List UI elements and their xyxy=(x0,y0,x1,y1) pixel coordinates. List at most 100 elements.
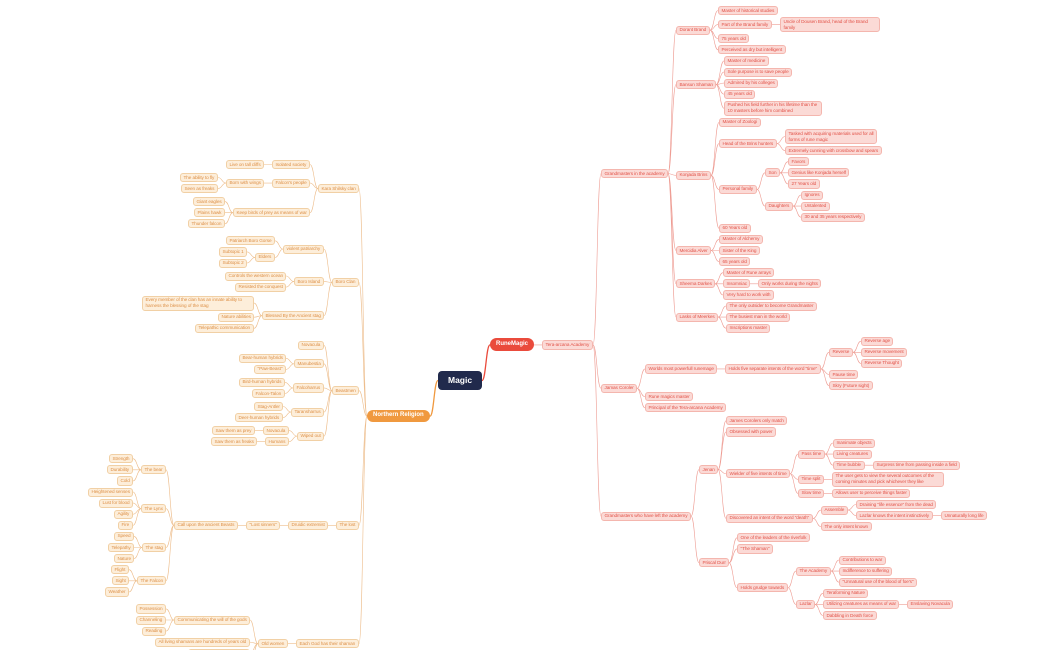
node-master-of-medicine[interactable]: Master of medicine xyxy=(724,56,769,66)
node-patriarch-boro-gorse[interactable]: Patriarch Boro Gorse xyxy=(226,236,276,246)
node-reverse-movement[interactable]: Reverse movement xyxy=(861,347,908,357)
node-telepathic-communication[interactable]: Telepathic communication xyxy=(195,323,254,333)
node-untalented[interactable]: Untalented xyxy=(801,201,830,211)
node-humans[interactable]: Humans xyxy=(265,437,289,447)
node-insomniac[interactable]: Insomniac xyxy=(723,279,751,289)
node-old-women[interactable]: Old women xyxy=(258,639,288,649)
node-possession[interactable]: Possession xyxy=(136,604,166,614)
node-30-and-35-years-respectively[interactable]: 30 and 35 years respectively xyxy=(801,212,865,222)
node-admired-by-his-colleges[interactable]: Admired by his colleges xyxy=(724,78,779,88)
node-stag-antler[interactable]: Stag-Antler xyxy=(254,402,284,412)
node-keep-birds-of-prey-as-means-of-war[interactable]: Keep birds of prey as means of war xyxy=(233,208,311,218)
node-unnaturally-long-life[interactable]: Unnaturally long life xyxy=(941,511,988,521)
node-the-stag[interactable]: The stag xyxy=(142,543,167,553)
node-holds-grudge-towards[interactable]: Holds grudge towards xyxy=(737,583,788,593)
node-indifference-to-suffering[interactable]: Indifference to suffering xyxy=(839,566,893,576)
node-discovered-an-intent-of-the-word-death[interactable]: Discovered an intent of the word "death" xyxy=(726,513,813,523)
node-grandmasters-who-have-left-the-academy[interactable]: Grandmasters who have left the academy xyxy=(601,511,691,521)
node-boro-island[interactable]: Boro Island xyxy=(294,277,324,287)
node-favors[interactable]: Favors xyxy=(788,157,809,167)
node-novacula[interactable]: Novacula xyxy=(263,426,289,436)
node-reverse-age[interactable]: Reverse age xyxy=(861,336,894,346)
node-tasked-with-acquiring-materials-used-for[interactable]: Tasked with acquiring materials used for… xyxy=(785,129,877,145)
node-the-shaman[interactable]: "The Shaman" xyxy=(737,544,773,554)
node-lust-for-blood[interactable]: Lust for blood xyxy=(99,498,134,508)
node-falcoharrus[interactable]: Falcoharrus xyxy=(293,383,324,393)
node-flight[interactable]: Flight xyxy=(111,565,129,575)
node-priscal-durr[interactable]: Priscal Durr xyxy=(699,558,730,568)
node-inanimate-objects[interactable]: Inanimate objects xyxy=(833,438,876,448)
node-telepathy[interactable]: Telepathy xyxy=(108,543,135,553)
node-reverse-thought[interactable]: Reverse Thought xyxy=(861,358,903,368)
node-lasks-of-meerkes[interactable]: Lasks of Meerkes xyxy=(676,312,719,322)
node-the-busiest-man-in-the-world[interactable]: The busiest man in the world xyxy=(726,312,791,322)
node-skry-future-sight[interactable]: Skry (Future sight) xyxy=(829,381,873,391)
node-beastmen[interactable]: Beastmen xyxy=(332,386,360,396)
node-violent-patriarchy[interactable]: violent patriarchy xyxy=(283,244,324,254)
node-genius-like-konjada-herself[interactable]: Genius like Konjada herself xyxy=(788,168,850,178)
node-part-of-the-brand-family[interactable]: Part of the Brand family xyxy=(718,20,772,30)
node-daughters[interactable]: Daughters xyxy=(765,201,793,211)
node-unnatural-use-of-the-blood-of-foe-s[interactable]: "Unnatural use of the blood of foe's" xyxy=(839,577,917,587)
node-slow-time[interactable]: Slow time xyxy=(798,488,825,498)
node-subtopic-2[interactable]: Subtopic 2 xyxy=(219,258,248,268)
node-time-bubble[interactable]: Time bubble xyxy=(833,460,865,470)
node-sole-purpose-is-to-save-people[interactable]: Sole purpose is to save people xyxy=(724,67,793,77)
node-druidic-extremist[interactable]: Druidic extremist xyxy=(288,520,329,530)
node-reading[interactable]: Reading xyxy=(142,626,166,636)
node-grandmasters-in-the-academy[interactable]: Grandmasters in the academy xyxy=(601,169,669,179)
node-all-living-shamans-are-hundreds-of-years[interactable]: All living shamans are hundreds of years… xyxy=(155,637,250,647)
node-wielder-of-five-intents-of-time[interactable]: Wielder of five intents of time xyxy=(726,469,791,479)
node-mercidia-alver[interactable]: Mercidia Alver xyxy=(676,246,712,256)
node-time-split[interactable]: Time split xyxy=(798,474,824,484)
node-living-creatures[interactable]: Living creatures xyxy=(833,449,872,459)
node-agility[interactable]: Agility xyxy=(114,509,133,519)
node-pushed-his-field-further-in-his-lifetime[interactable]: Pushed his field further in his lifetime… xyxy=(724,100,822,117)
node-pass-time[interactable]: Pass time xyxy=(798,449,825,459)
node-the-only-outsider-to-become-grandmaster[interactable]: The only outsider to become Grandmaster xyxy=(726,301,817,311)
node-manubestia[interactable]: Manubestia xyxy=(294,359,325,369)
node-ignores[interactable]: Ignores xyxy=(801,190,823,200)
node-james-corolers-only-match[interactable]: James Corolers only match xyxy=(726,416,788,426)
root-node-magic[interactable]: Magic xyxy=(438,371,483,391)
node-the-ability-to-fly[interactable]: The ability to fly xyxy=(180,173,218,183)
node-60-years-old[interactable]: 60 Years old xyxy=(719,223,751,233)
node-the-academy[interactable]: The Academy xyxy=(796,566,831,576)
node-strength[interactable]: Strength xyxy=(109,454,133,464)
node-lost-sinners[interactable]: "Lost sinners" xyxy=(246,520,281,530)
node-channeling[interactable]: Channeling xyxy=(136,615,166,625)
node-runemagic[interactable]: RuneMagic xyxy=(490,338,535,352)
node-bansun-shaman[interactable]: Bansun Shaman xyxy=(676,80,717,90)
node-lazlar[interactable]: Lazlar xyxy=(796,599,816,609)
node-each-god-has-their-shaman[interactable]: Each God has their shaman xyxy=(296,639,359,649)
node-uncle-of-dousen-brand-head-of-the-brand-[interactable]: Uncle of Dousen Brand, head of the Brand… xyxy=(780,17,880,33)
node-reverse[interactable]: Reverse xyxy=(829,347,853,357)
node-subtopic-1[interactable]: Subtopic 1 xyxy=(219,247,248,257)
node-deer-human-hybrids[interactable]: Deer-human hybrids xyxy=(235,413,283,423)
node-live-on-tall-cliffs[interactable]: Live on tall cliffs xyxy=(226,160,265,170)
node-personal-family[interactable]: Personal family xyxy=(719,184,757,195)
node-allows-user-to-perceive-things-faster[interactable]: Allows user to perceive things faster xyxy=(832,488,911,498)
node-fire[interactable]: Fire xyxy=(118,520,133,530)
node-northern-religion[interactable]: Northern Religion xyxy=(367,409,430,423)
node-dabbling-in-death-force[interactable]: Dabbling in Death force xyxy=(823,611,877,621)
node-isolated-society[interactable]: Isolated society xyxy=(272,160,310,170)
node-seen-as-freaks[interactable]: Seen as freaks xyxy=(181,184,218,194)
node-blessed-by-the-ancient-stag[interactable]: Blessed By the Ancient stag xyxy=(262,311,325,321)
node-assemble[interactable]: Assemble xyxy=(821,505,848,515)
node-falcon-talon[interactable]: Falcon-Talon xyxy=(252,389,285,399)
node-bear-human-hybrids[interactable]: Bear-human hybrids xyxy=(239,353,287,363)
node-teraforming-nature[interactable]: Teraforming Nature xyxy=(823,588,869,598)
node-principal-of-the-tera-arcana-academy[interactable]: Principal of the Tera-arcana Academy xyxy=(645,403,727,413)
node-novacula[interactable]: Novacula xyxy=(298,340,324,350)
node-tera-arcana-academy[interactable]: Tera-arcana Academy xyxy=(542,340,593,350)
node-son[interactable]: Son xyxy=(765,168,781,178)
node-saw-them-as-freaks[interactable]: Saw them as freaks xyxy=(211,437,258,447)
node-call-upon-the-ancient-beasts[interactable]: Call upon the ancient Beasts xyxy=(174,520,238,530)
node-thunder-falcon[interactable]: Thunder falcon xyxy=(188,219,225,229)
node-obsessed-with-power[interactable]: Obsessed with power xyxy=(726,427,776,437)
node-falcon-s-people[interactable]: Falcon's people xyxy=(272,178,311,188)
node-born-with-wings[interactable]: Born with wings xyxy=(226,178,265,188)
node-only-works-during-the-nights[interactable]: Only works during the nights xyxy=(758,279,822,289)
node-head-of-the-brins-hunters[interactable]: Head of the Brins hunters xyxy=(719,139,777,149)
